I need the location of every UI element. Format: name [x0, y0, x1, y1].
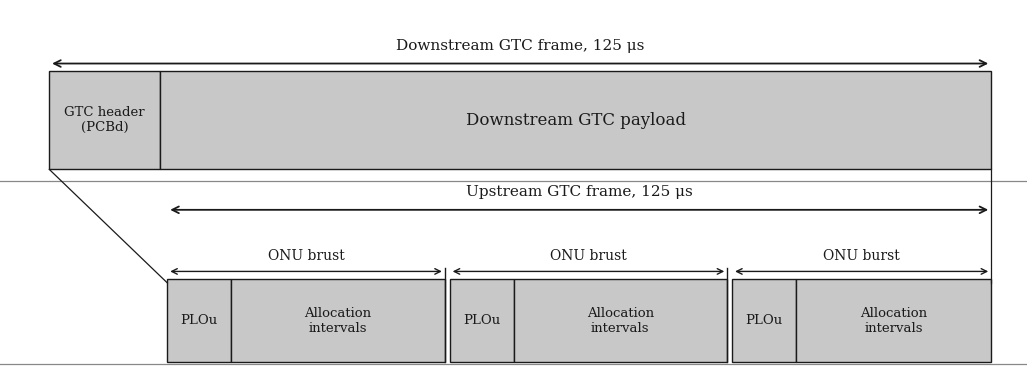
Text: Downstream GTC payload: Downstream GTC payload — [465, 112, 686, 129]
Text: PLOu: PLOu — [746, 314, 783, 327]
Text: PLOu: PLOu — [181, 314, 218, 327]
Text: Upstream GTC frame, 125 μs: Upstream GTC frame, 125 μs — [466, 185, 692, 199]
Text: Allocation
intervals: Allocation intervals — [586, 306, 654, 335]
Text: ONU brust: ONU brust — [268, 249, 344, 263]
Text: Allocation
intervals: Allocation intervals — [860, 306, 927, 335]
Bar — [49, 71, 160, 169]
Bar — [167, 279, 231, 362]
Text: PLOu: PLOu — [463, 314, 500, 327]
Bar — [796, 279, 991, 362]
Bar — [732, 279, 796, 362]
Text: ONU burst: ONU burst — [824, 249, 900, 263]
Text: ONU brust: ONU brust — [550, 249, 626, 263]
Bar — [231, 279, 445, 362]
Text: GTC header
(PCBd): GTC header (PCBd) — [65, 106, 145, 134]
Bar — [450, 279, 514, 362]
Bar — [160, 71, 991, 169]
Text: Allocation
intervals: Allocation intervals — [304, 306, 372, 335]
Bar — [514, 279, 727, 362]
Text: Downstream GTC frame, 125 μs: Downstream GTC frame, 125 μs — [396, 39, 644, 53]
